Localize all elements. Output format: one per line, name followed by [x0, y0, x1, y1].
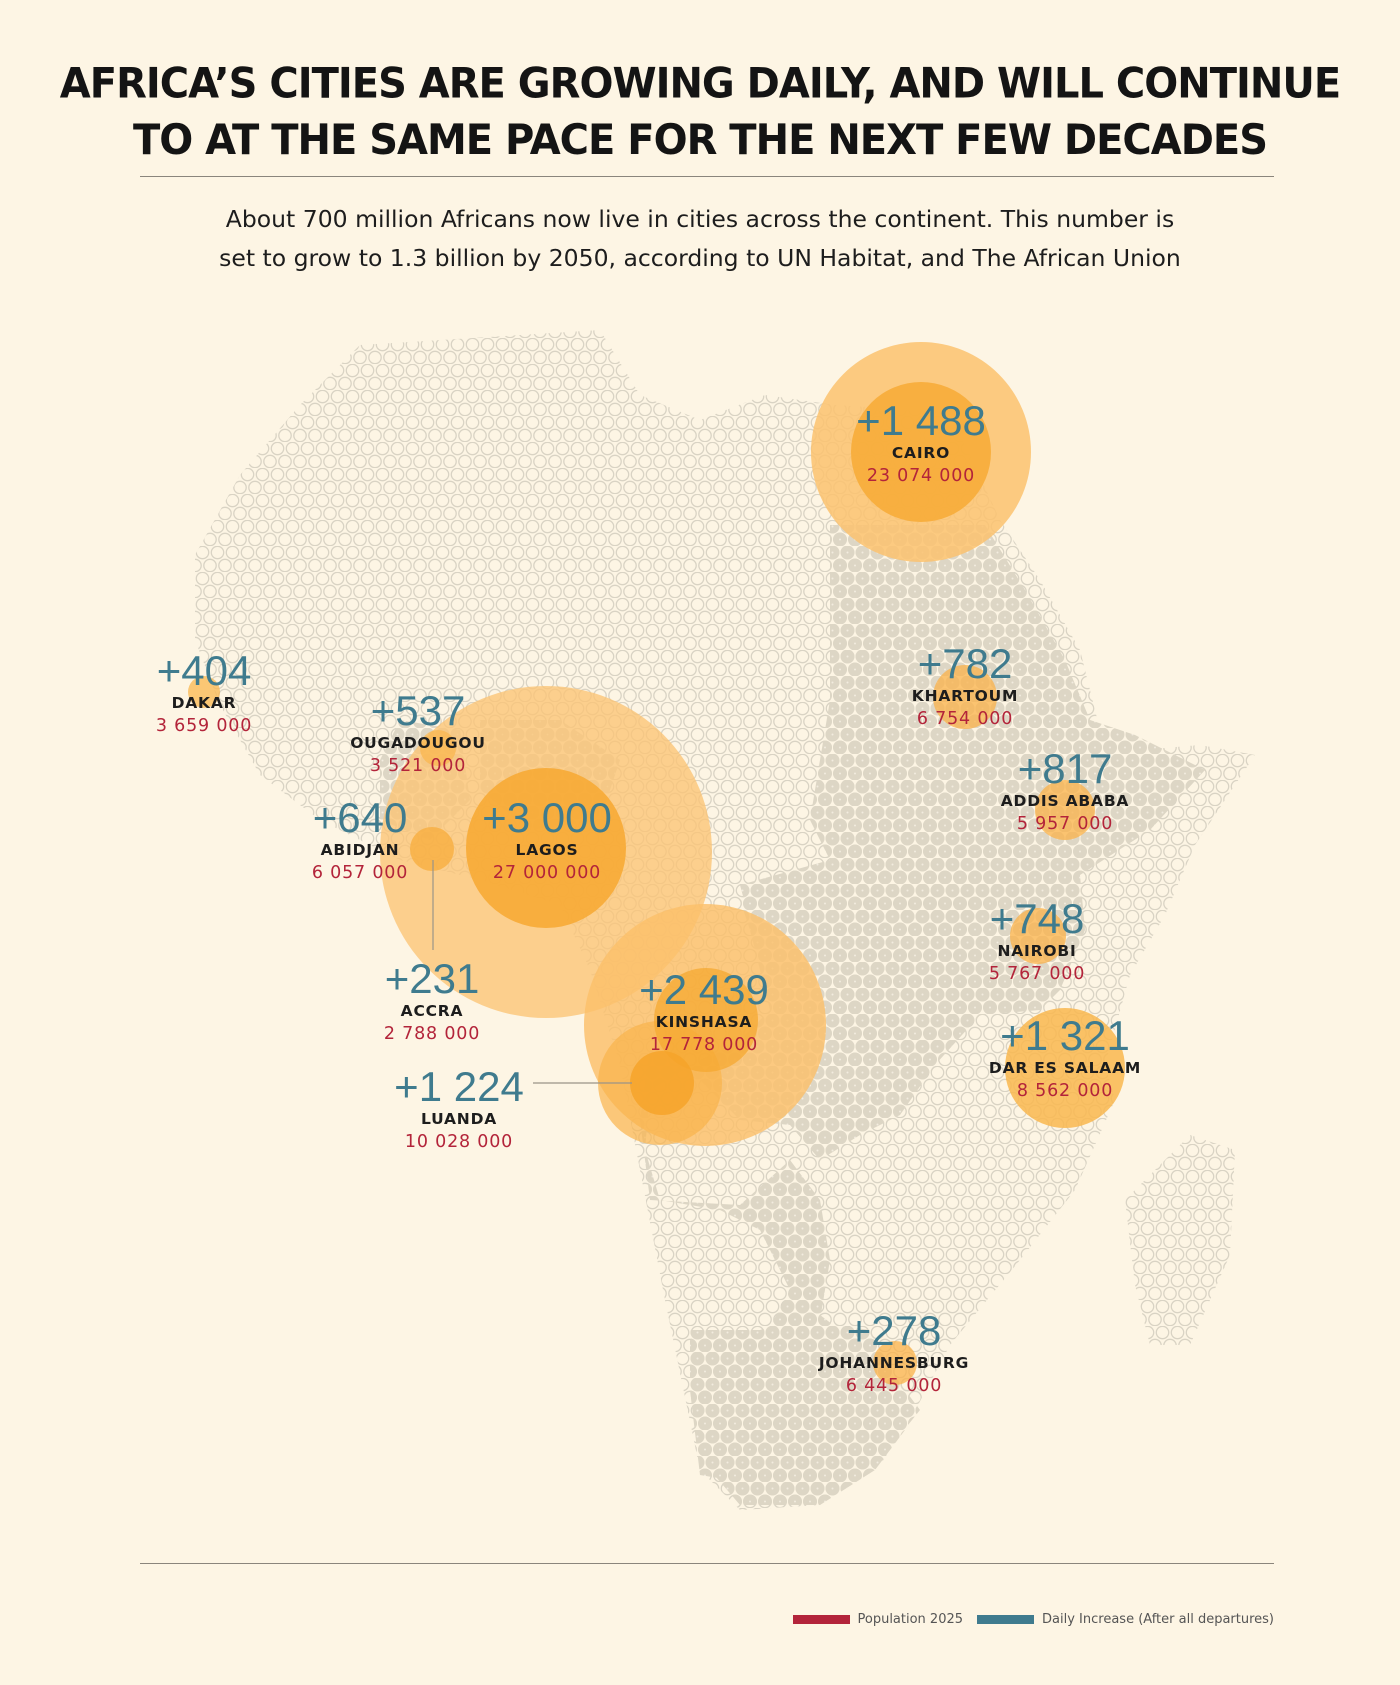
daily-increase: +231: [384, 955, 480, 1002]
population: 6 445 000: [845, 1376, 943, 1396]
page-title: AFRICA’S CITIES ARE GROWING DAILY, AND W…: [0, 55, 1400, 168]
population: 17 778 000: [649, 1035, 759, 1055]
city-name: KHARTOUM: [911, 687, 1019, 705]
population: 2 788 000: [383, 1024, 481, 1044]
addis-ababa-bubble: [1035, 780, 1095, 840]
population: 5 767 000: [988, 964, 1086, 984]
population: 8 562 000: [1016, 1081, 1114, 1101]
daily-increase: +1 488: [856, 397, 986, 444]
bottom-divider: [140, 1563, 1274, 1564]
city-label-dar-es-salaam: +1 321 DAR ES SALAAM 8 562 000: [989, 1015, 1141, 1103]
daily-increase: +748: [989, 895, 1085, 942]
city-label-kinshasa: +2 439 KINSHASA 17 778 000: [639, 969, 769, 1057]
nairobi-bubble: [1010, 908, 1066, 964]
luanda-inner-bubble: [630, 1051, 694, 1115]
leader-lines: [432, 860, 632, 1084]
population: 27 000 000: [492, 863, 602, 883]
daily-increase: +817: [1017, 745, 1113, 792]
city-name: LUANDA: [420, 1110, 498, 1128]
subtitle-line-1: About 700 million Africans now live in c…: [225, 205, 1175, 233]
city-name: JOHANNESBURG: [818, 1354, 970, 1372]
city-label-lagos: +3 000 LAGOS 27 000 000: [482, 797, 612, 885]
city-label-ouagadougou: +537 OUGADOUGOU 3 521 000: [350, 690, 486, 778]
city-name: DAKAR: [171, 694, 237, 712]
city-name: CAIRO: [891, 444, 951, 462]
city-label-addis-ababa: +817 ADDIS ABABA 5 957 000: [1001, 748, 1129, 836]
population: 6 754 000: [916, 709, 1014, 729]
city-label-johannesburg: +278 JOHANNESBURG 6 445 000: [819, 1310, 969, 1398]
daily-increase: +640: [312, 794, 408, 841]
daily-increase: +404: [156, 647, 252, 694]
johannesburg-bubble: [873, 1341, 917, 1385]
daily-increase: +1 321: [1000, 1012, 1130, 1059]
khartoum-bubble: [933, 665, 997, 729]
daily-increase: +1 224: [394, 1063, 524, 1110]
city-label-khartoum: +782 KHARTOUM 6 754 000: [912, 643, 1018, 731]
city-name: ABIDJAN: [320, 841, 400, 859]
city-name: OUGADOUGOU: [350, 734, 486, 752]
city-name: ADDIS ABABA: [1000, 792, 1130, 810]
city-label-accra: +231 ACCRA 2 788 000: [384, 958, 480, 1046]
lagos-inner-bubble: [466, 768, 626, 928]
city-name: NAIROBI: [997, 942, 1077, 960]
daily-increase: +278: [846, 1307, 942, 1354]
daily-increase: +2 439: [639, 966, 769, 1013]
city-name: DAR ES SALAAM: [988, 1059, 1142, 1077]
population: 5 957 000: [1016, 814, 1114, 834]
ouagadougou-bubble: [420, 730, 456, 766]
population: 10 028 000: [404, 1132, 514, 1152]
city-label-luanda: +1 224 LUANDA 10 028 000: [394, 1066, 524, 1154]
top-divider: [140, 176, 1274, 177]
dakar-bubble: [188, 676, 220, 708]
abidjan-bubble: [410, 827, 454, 871]
cairo-inner-bubble: [851, 382, 991, 522]
city-label-dakar: +404 DAKAR 3 659 000: [156, 650, 252, 738]
legend: Population 2025 Daily Increase (After al…: [779, 1612, 1274, 1627]
legend-item-increase: Daily Increase (After all departures): [977, 1612, 1274, 1627]
legend-item-population: Population 2025: [792, 1612, 964, 1627]
population: 3 521 000: [369, 756, 467, 776]
kinshasa-inner-bubble: [654, 968, 758, 1072]
legend-label-increase: Daily Increase (After all departures): [1042, 1612, 1274, 1627]
city-label-abidjan: +640 ABIDJAN 6 057 000: [312, 797, 408, 885]
population: 23 074 000: [866, 466, 976, 486]
increase-swatch: [977, 1615, 1035, 1624]
daily-increase: +3 000: [482, 794, 612, 841]
population-swatch: [792, 1615, 850, 1624]
subtitle: About 700 million Africans now live in c…: [0, 200, 1400, 278]
title-line-2: TO AT THE SAME PACE FOR THE NEXT FEW DEC…: [132, 116, 1268, 165]
population: 3 659 000: [155, 716, 253, 736]
city-label-cairo: +1 488 CAIRO 23 074 000: [856, 400, 986, 488]
city-label-nairobi: +748 NAIROBI 5 767 000: [989, 898, 1085, 986]
city-name: KINSHASA: [655, 1013, 753, 1031]
daily-increase: +782: [917, 640, 1013, 687]
city-bubbles: [188, 342, 1125, 1385]
population: 6 057 000: [311, 863, 409, 883]
subtitle-line-2: set to grow to 1.3 billion by 2050, acco…: [219, 244, 1181, 272]
city-name: LAGOS: [515, 841, 579, 859]
legend-label-population: Population 2025: [857, 1612, 964, 1627]
title-line-1: AFRICA’S CITIES ARE GROWING DAILY, AND W…: [59, 59, 1341, 108]
city-name: ACCRA: [400, 1002, 464, 1020]
daily-increase: +537: [370, 687, 466, 734]
dar-es-salaam-bubble: [1005, 1008, 1125, 1128]
